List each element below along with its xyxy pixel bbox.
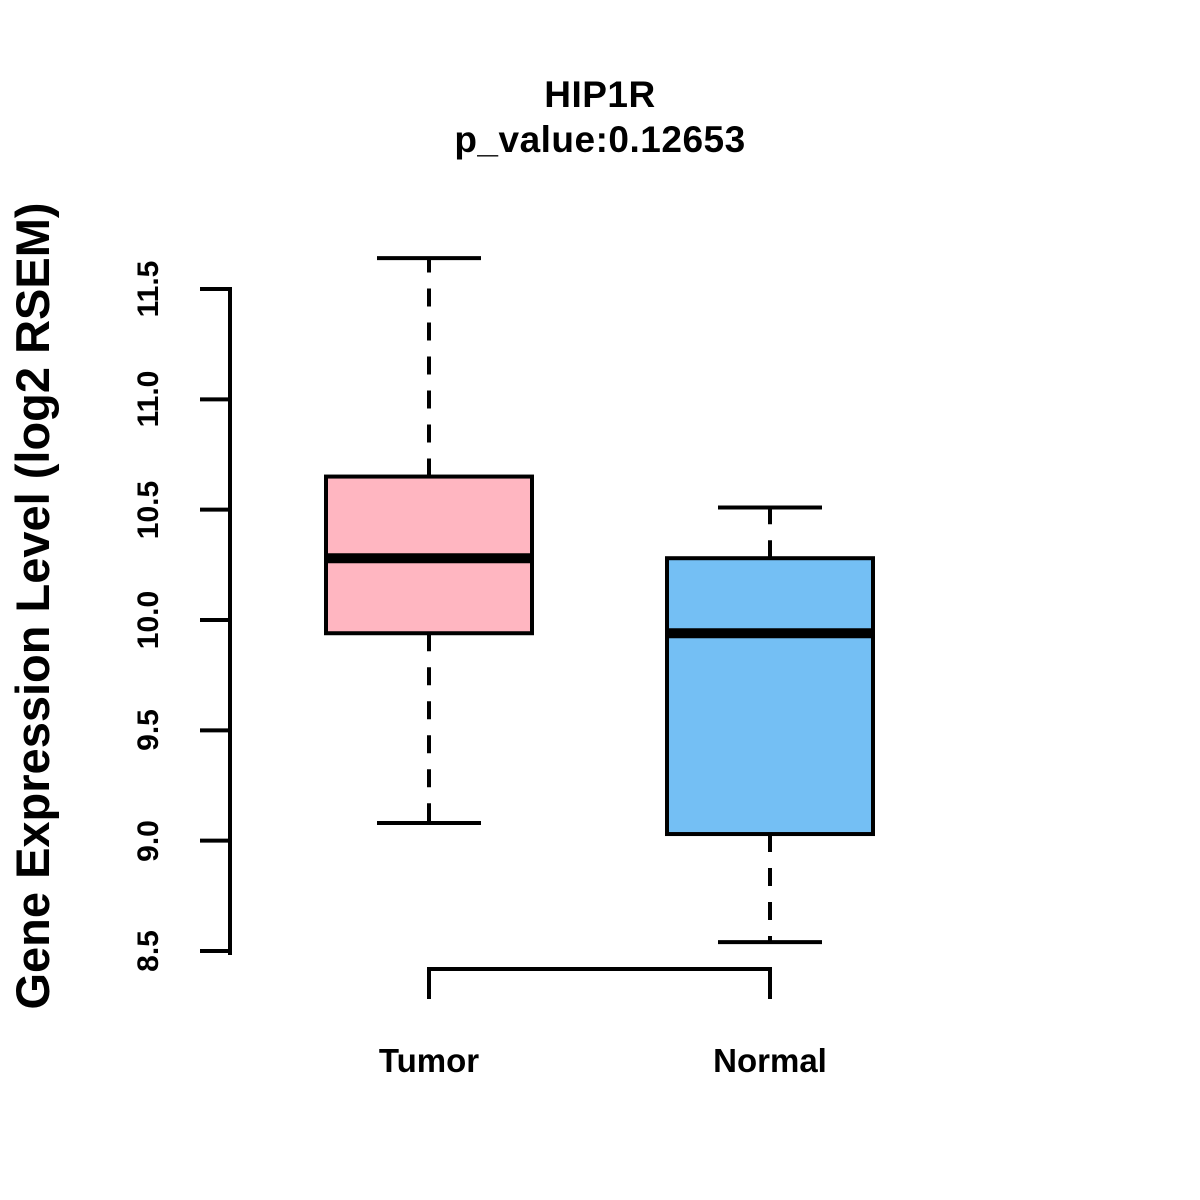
y-axis-tick-label: 11.0 xyxy=(132,370,165,428)
category-label-tumor: Tumor xyxy=(378,1042,480,1079)
box-normal xyxy=(665,556,875,837)
chart-title-block: HIP1R p_value:0.12653 xyxy=(0,72,1200,162)
y-axis-tick-label: 9.0 xyxy=(132,819,165,862)
x-axis-bracket xyxy=(427,967,772,999)
chart-title: HIP1R xyxy=(544,74,656,115)
y-axis-tick-label: 11.5 xyxy=(132,260,165,318)
y-axis-tick-label: 10.5 xyxy=(132,480,165,539)
y-axis-tick-label: 8.5 xyxy=(132,930,165,972)
y-axis-tick-label: 10.0 xyxy=(132,590,165,650)
chart-subtitle: p_value:0.12653 xyxy=(454,119,746,160)
category-label-normal: Normal xyxy=(713,1042,827,1079)
y-axis-tick-label: 9.5 xyxy=(132,709,165,752)
